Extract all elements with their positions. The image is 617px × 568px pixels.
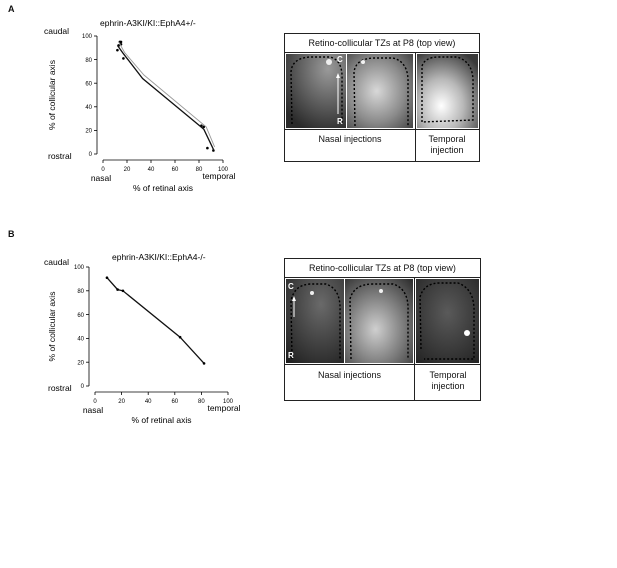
- chart-b-y-tick-label: 100: [74, 265, 85, 271]
- chart-b-y-label: % of collicular axis: [47, 292, 57, 362]
- chart-a-data-point: [206, 146, 209, 150]
- chart-b-data-point: [121, 289, 125, 293]
- chart-b-y-bottom-label: rostral: [48, 383, 72, 393]
- panel-letter-b: B: [8, 229, 15, 239]
- chart-b-x-tick-label: 100: [223, 399, 234, 405]
- tz-header-a: Retino-collicular TZs at P8 (top view): [285, 34, 479, 53]
- tz-marker-r-a: R: [337, 117, 343, 126]
- tz-image-a2: [347, 54, 413, 128]
- chart-a-x-tick-label: 0: [101, 167, 105, 173]
- chart-a-y-tick-label: 20: [85, 129, 92, 135]
- chart-b-x-tick-label: 0: [93, 399, 97, 405]
- tz-divider-a: [415, 53, 416, 161]
- chart-a-data-point: [116, 48, 119, 52]
- chart-a-y-tick-label: 80: [85, 58, 92, 64]
- chart-a-x-tick-label: 40: [148, 167, 155, 173]
- chart-b-data-point: [116, 288, 119, 291]
- chart-a-x-tick-label: 20: [124, 167, 131, 173]
- chart-a-y-tick-label: 100: [82, 34, 93, 40]
- chart-b-data-point: [105, 276, 109, 280]
- tz-temporal-label-b: Temporal injection: [429, 370, 467, 391]
- chart-a-x-left-label: nasal: [91, 173, 111, 183]
- chart-a-y-top-label: caudal: [44, 26, 69, 36]
- tz-nasal-label-b: Nasal injections: [317, 370, 382, 380]
- chart-b-x-tick-label: 80: [198, 399, 205, 405]
- tz-image-a3: [417, 54, 478, 128]
- tz-image-b1: C R: [286, 279, 344, 363]
- tz-figure-a: Retino-collicular TZs at P8 (top view) C…: [284, 33, 480, 162]
- chart-b-x-right-label: temporal: [207, 403, 240, 413]
- chart-b-x-tick-label: 40: [145, 399, 152, 405]
- chart-b-title: ephrin-A3KI/KI::EphA4-/-: [112, 252, 206, 262]
- tz-label-row-b: [285, 364, 480, 365]
- chart-a-x-tick-label: 100: [218, 167, 229, 173]
- chart-b-y-top-label: caudal: [44, 257, 69, 267]
- tz-figure-b: Retino-collicular TZs at P8 (top view) C…: [284, 258, 481, 401]
- chart-a-title: ephrin-A3KI/KI::EphA4+/-: [100, 18, 196, 28]
- tz-marker-c-b: C: [288, 282, 294, 291]
- chart-b-y-tick-label: 20: [77, 360, 84, 366]
- tz-image-a1: C R: [286, 54, 346, 128]
- tz-header-b: Retino-collicular TZs at P8 (top view): [285, 259, 480, 278]
- chart-b-y-tick-label: 60: [77, 313, 84, 319]
- chart-a-y-tick-label: 40: [85, 105, 92, 111]
- tz-image-b2: [345, 279, 413, 363]
- chart-b-data-point: [202, 362, 206, 365]
- tz-divider-b: [414, 278, 415, 400]
- chart-a-data-point: [119, 40, 123, 44]
- chart-b-y-tick-label: 40: [77, 337, 84, 343]
- chart-a-x-label: % of retinal axis: [133, 183, 193, 193]
- chart-a-data-point: [212, 149, 215, 152]
- chart-a-y-tick-label: 60: [85, 81, 92, 87]
- tz-label-row-a: [285, 129, 479, 130]
- tz-marker-r-b: R: [288, 351, 294, 360]
- chart-b-x-left-label: nasal: [83, 405, 103, 415]
- tz-temporal-label-a: Temporal injection: [428, 134, 466, 155]
- panel-letter-a: A: [8, 4, 15, 14]
- chart-a-x-right-label: temporal: [202, 171, 235, 181]
- chart-a-series-line-light: [118, 41, 216, 148]
- chart-b-x-tick-label: 20: [118, 399, 125, 405]
- chart-a-y-tick-label: 0: [89, 152, 93, 158]
- chart-a-series-line: [116, 45, 214, 150]
- chart-b-x-tick-label: 60: [171, 399, 178, 405]
- chart-b-y-tick-label: 0: [81, 384, 85, 390]
- tz-image-b3: [416, 279, 479, 363]
- tz-nasal-label-a: Nasal injections: [318, 134, 382, 144]
- chart-a-y-bottom-label: rostral: [48, 151, 72, 161]
- chart-a-data-point: [122, 57, 125, 60]
- tz-marker-c-a: C: [337, 55, 343, 64]
- chart-a-x-tick-label: 80: [196, 167, 203, 173]
- chart-b-data-point: [178, 335, 182, 339]
- chart-b-series-line: [106, 277, 205, 364]
- chart-a-x-tick-label: 60: [172, 167, 179, 173]
- chart-a-y-label: % of collicular axis: [47, 60, 57, 130]
- chart-b-y-tick-label: 80: [77, 289, 84, 295]
- chart-a-data-point: [202, 125, 206, 129]
- chart-b-x-label: % of retinal axis: [132, 415, 192, 425]
